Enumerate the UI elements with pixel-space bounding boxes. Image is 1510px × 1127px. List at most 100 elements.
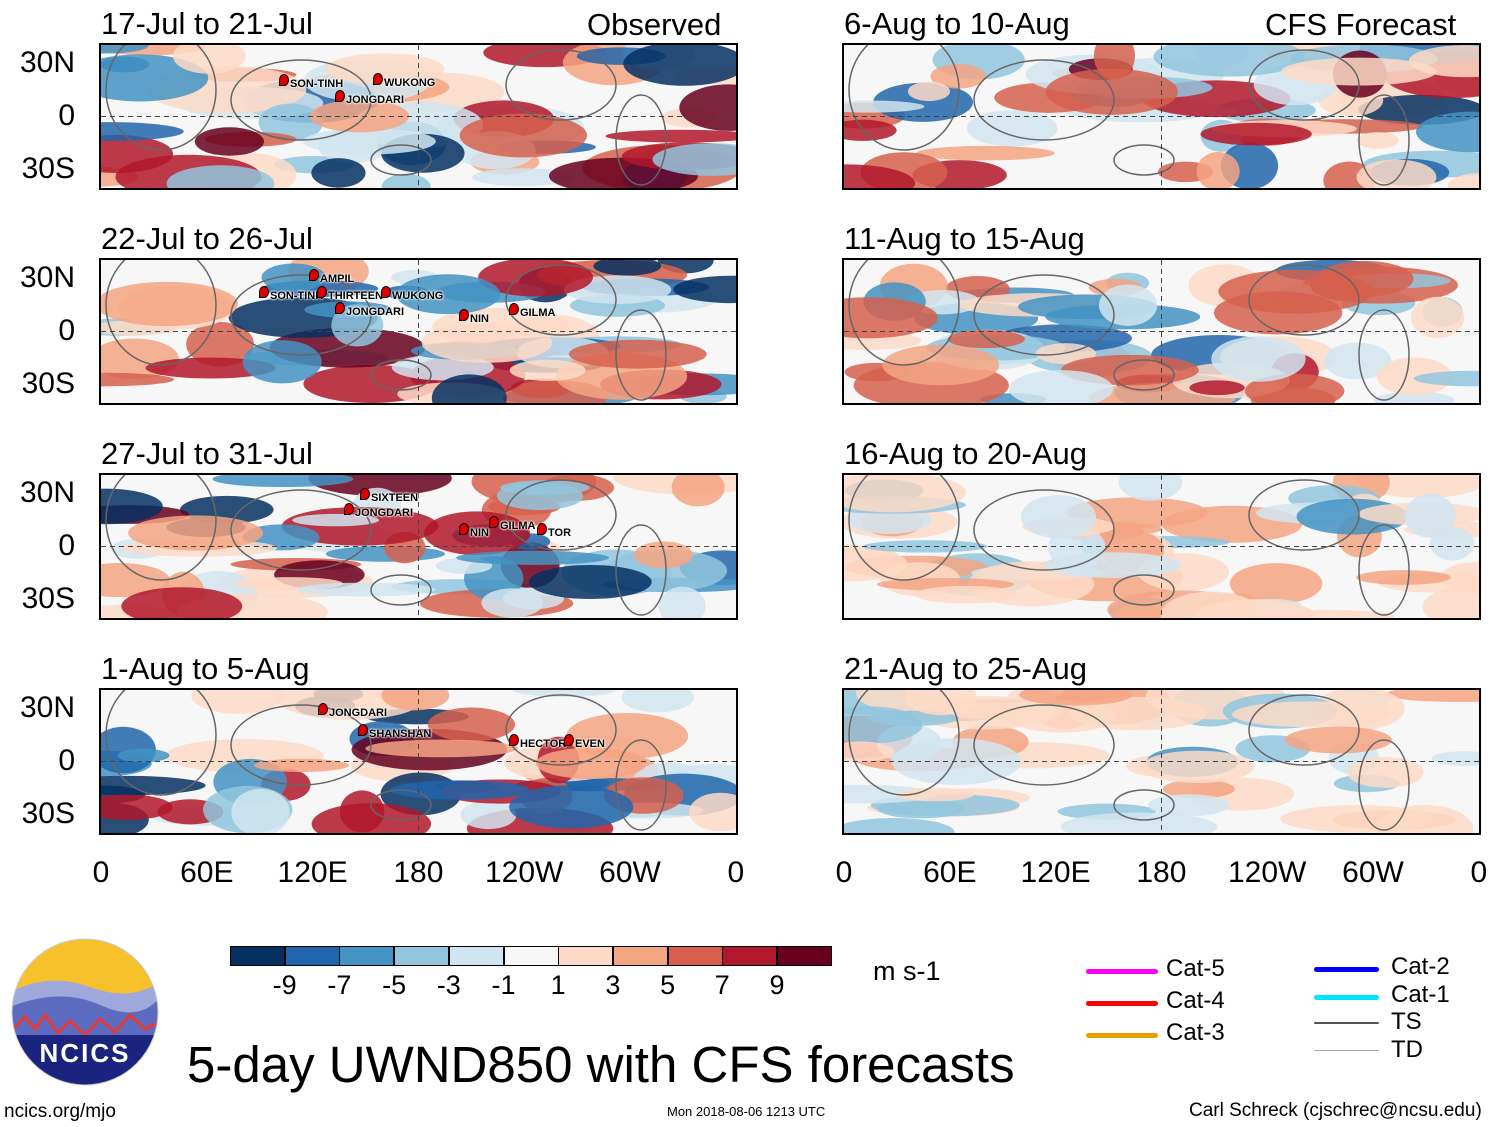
track-legend-label: Cat-3 <box>1166 1019 1225 1046</box>
anomaly-blob <box>621 690 694 713</box>
coastline <box>505 49 617 121</box>
anomaly-blob <box>1019 690 1133 706</box>
track-legend-label: Cat-4 <box>1166 987 1225 1014</box>
map-panel <box>99 258 738 405</box>
anomaly-blob <box>101 794 173 820</box>
footer-timestamp: Mon 2018-08-06 1213 UTC <box>667 1104 826 1119</box>
storm-label: JONGDARI <box>355 507 414 519</box>
anomaly-blob <box>472 168 574 187</box>
coastline <box>105 260 217 366</box>
hurricane-icon <box>259 286 269 298</box>
lon-label: 0 <box>835 856 853 889</box>
lat-label: 30N <box>19 261 75 294</box>
hurricane-icon <box>335 90 345 102</box>
coastline <box>973 274 1115 356</box>
anomaly-blob <box>1356 570 1451 585</box>
hurricane-icon <box>489 516 499 528</box>
coastline <box>848 45 960 151</box>
coastline <box>230 704 372 786</box>
anomaly-blob <box>101 563 170 598</box>
map-panel <box>99 473 738 620</box>
lon-label: 0 <box>727 856 745 889</box>
anomaly-blob <box>431 374 507 403</box>
coastline <box>505 264 617 336</box>
anomaly-blob <box>1315 260 1414 297</box>
anomaly-blob <box>1229 563 1323 605</box>
colorbar-swatch <box>612 946 668 966</box>
anomaly-blob <box>1162 779 1235 799</box>
colorbar-swatch <box>503 946 559 966</box>
hurricane-icon <box>344 503 354 515</box>
hurricane-icon <box>358 724 368 736</box>
anomaly-blob <box>1020 495 1097 539</box>
lon-label: 60W <box>1342 856 1404 889</box>
hurricane-icon <box>564 734 574 746</box>
hurricane-icon <box>335 302 345 314</box>
coastline <box>848 475 960 581</box>
colorbar-swatch <box>722 946 778 966</box>
anomaly-blob <box>947 329 1025 349</box>
coastline <box>973 489 1115 571</box>
storm-label: JONGDARI <box>346 94 405 106</box>
anomaly-blob <box>966 110 1058 147</box>
coastline <box>370 789 432 821</box>
anomaly-blob <box>191 690 285 714</box>
main-title: 5-day UWND850 with CFS forecasts <box>187 1036 1015 1093</box>
anomaly-blob <box>673 275 736 304</box>
anomaly-blob <box>1280 57 1437 86</box>
logo-text: NCICS <box>40 1038 131 1068</box>
panel-title: 22-Jul to 26-Jul <box>101 221 313 256</box>
lon-label: 60E <box>180 856 234 889</box>
storm-label: JONGDARI <box>346 306 405 318</box>
anomaly-blob <box>509 785 634 829</box>
anomaly-blob <box>623 45 736 86</box>
colorbar-tick-label: 1 <box>550 970 566 1000</box>
colorbar-swatch <box>339 946 395 966</box>
storm-label: GILMA <box>500 520 536 532</box>
anomaly-blob <box>101 122 184 141</box>
colorbar-tick-label: 9 <box>769 970 785 1000</box>
coastline <box>370 574 432 606</box>
coastline <box>105 475 217 581</box>
anomaly-blob <box>390 780 531 800</box>
coastline <box>105 45 217 151</box>
hurricane-icon <box>317 286 327 298</box>
coastline <box>505 694 617 766</box>
wind-anomaly-field <box>101 45 736 188</box>
coastline <box>105 690 217 796</box>
anomaly-blob <box>194 127 265 156</box>
lat-label: 30S <box>21 582 75 615</box>
storm-label: NIN <box>470 313 489 325</box>
anomaly-blob <box>212 475 354 488</box>
anomaly-blob <box>121 587 243 618</box>
anomaly-blob <box>427 707 516 742</box>
storm-label: WUKONG <box>392 290 444 302</box>
anomaly-blob <box>1323 342 1392 380</box>
lon-label: 60E <box>923 856 977 889</box>
coastline <box>615 524 667 616</box>
lon-label: 120E <box>1020 856 1091 889</box>
colorbar-units: m s-1 <box>873 956 941 986</box>
coastline <box>1358 524 1410 616</box>
anomaly-blob <box>633 541 693 569</box>
colorbar-swatch <box>230 946 285 966</box>
anomaly-blob <box>117 748 170 763</box>
footer-url[interactable]: ncics.org/mjo <box>4 1101 116 1122</box>
map-panel <box>842 258 1481 405</box>
storm-label: THIRTEEN <box>328 290 383 302</box>
lon-label: 0 <box>92 856 110 889</box>
lat-label: 30S <box>21 367 75 400</box>
lat-label: 30N <box>19 476 75 509</box>
anomaly-blob <box>1006 700 1117 733</box>
anomaly-blob <box>1374 391 1455 403</box>
anomaly-blob <box>311 158 366 188</box>
lon-label: 0 <box>1470 856 1488 889</box>
coastline <box>1113 789 1175 821</box>
anomaly-blob <box>916 145 1055 161</box>
anomaly-blob <box>423 511 530 555</box>
hurricane-icon <box>537 523 547 535</box>
coastline <box>1248 694 1360 766</box>
anomaly-blob <box>1140 750 1255 784</box>
colorbar-swatch <box>667 946 723 966</box>
anomaly-blob <box>844 100 925 113</box>
